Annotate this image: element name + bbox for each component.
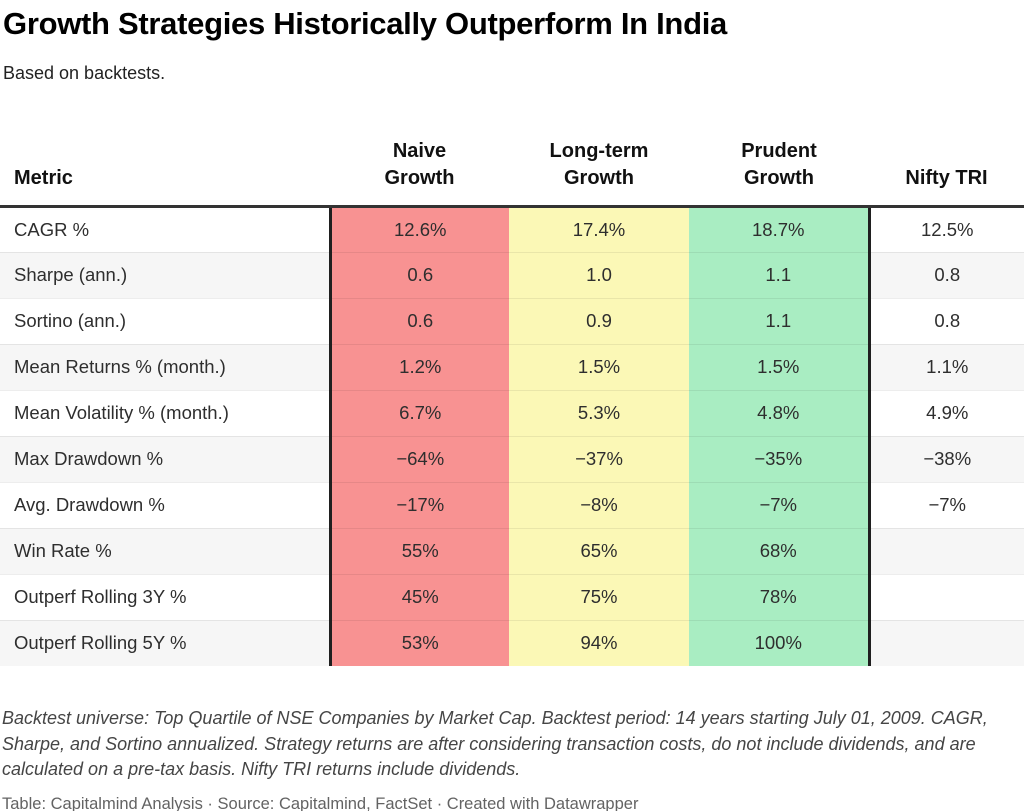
page-subtitle: Based on backtests. <box>3 62 166 83</box>
table-row: Max Drawdown % −64% −37% −35% −38% <box>0 435 1024 483</box>
naive-growth-cell: 0.6 <box>328 297 509 345</box>
prudent-growth-cell: −7% <box>689 481 869 529</box>
prudent-growth-cell: 78% <box>689 573 869 621</box>
metric-cell: Mean Returns % (month.) <box>0 343 330 391</box>
metric-cell: Sharpe (ann.) <box>0 251 330 299</box>
prudent-growth-cell: 1.5% <box>689 343 869 391</box>
column-header-long-term-growth: Long-term Growth <box>509 137 689 208</box>
naive-growth-cell: 53% <box>328 619 509 667</box>
table-body: CAGR % 12.6% 17.4% 18.7% 12.5% Sharpe (a… <box>0 206 1024 667</box>
naive-growth-cell: −17% <box>328 481 509 529</box>
long-term-growth-cell: 75% <box>509 573 689 621</box>
table-row: Mean Returns % (month.) 1.2% 1.5% 1.5% 1… <box>0 343 1024 391</box>
long-term-growth-cell: −37% <box>509 435 689 483</box>
column-header-label: Naive <box>392 139 447 162</box>
prudent-growth-cell: 68% <box>689 527 869 575</box>
long-term-growth-cell: 17.4% <box>509 206 689 253</box>
naive-growth-cell: 55% <box>328 527 509 575</box>
nifty-tri-cell: 4.9% <box>867 389 1024 437</box>
column-header-naive-growth: Naive Growth <box>330 137 509 208</box>
nifty-tri-cell: −7% <box>867 481 1024 529</box>
table-row: Win Rate % 55% 65% 68% <box>0 527 1024 575</box>
nifty-tri-cell: 0.8 <box>867 297 1024 345</box>
table-row: Mean Volatility % (month.) 6.7% 5.3% 4.8… <box>0 389 1024 437</box>
prudent-growth-cell: 1.1 <box>689 251 869 299</box>
column-header-label: Growth <box>744 166 814 189</box>
column-header-label: Growth <box>564 166 634 189</box>
data-table: Metric Naive Growth Long-term Growth Pru… <box>0 137 1024 667</box>
prudent-growth-cell: 100% <box>689 619 869 667</box>
prudent-growth-cell: 1.1 <box>689 297 869 345</box>
prudent-growth-cell: −35% <box>689 435 869 483</box>
column-header-label: Prudent <box>741 139 817 162</box>
naive-growth-cell: 45% <box>328 573 509 621</box>
naive-growth-cell: −64% <box>328 435 509 483</box>
long-term-growth-cell: 5.3% <box>509 389 689 437</box>
long-term-growth-cell: −8% <box>509 481 689 529</box>
prudent-growth-cell: 4.8% <box>689 389 869 437</box>
page-title: Growth Strategies Historically Outperfor… <box>3 6 727 41</box>
naive-growth-cell: 12.6% <box>328 206 509 253</box>
long-term-growth-cell: 65% <box>509 527 689 575</box>
table-row: Outperf Rolling 5Y % 53% 94% 100% <box>0 619 1024 667</box>
page: Growth Strategies Historically Outperfor… <box>0 6 1024 811</box>
nifty-tri-cell: 12.5% <box>867 206 1024 253</box>
nifty-tri-cell: 0.8 <box>867 251 1024 299</box>
column-header-label: Metric <box>14 166 73 189</box>
column-header-label: Nifty TRI <box>905 166 988 189</box>
naive-growth-cell: 1.2% <box>328 343 509 391</box>
metric-cell: Outperf Rolling 3Y % <box>0 573 330 621</box>
footnote: Backtest universe: Top Quartile of NSE C… <box>2 708 988 780</box>
nifty-tri-cell <box>867 527 1024 575</box>
header-row: Metric Naive Growth Long-term Growth Pru… <box>0 137 1024 208</box>
column-header-prudent-growth: Prudent Growth <box>689 137 869 208</box>
metric-cell: Win Rate % <box>0 527 330 575</box>
naive-growth-cell: 6.7% <box>328 389 509 437</box>
metric-cell: Sortino (ann.) <box>0 297 330 345</box>
column-header-metric: Metric <box>0 137 330 208</box>
table-row: Sharpe (ann.) 0.6 1.0 1.1 0.8 <box>0 251 1024 299</box>
table-row: Avg. Drawdown % −17% −8% −7% −7% <box>0 481 1024 529</box>
nifty-tri-cell <box>867 619 1024 667</box>
table-row: Sortino (ann.) 0.6 0.9 1.1 0.8 <box>0 297 1024 345</box>
column-header-label: Growth <box>384 166 455 189</box>
table-header: Metric Naive Growth Long-term Growth Pru… <box>0 137 1024 208</box>
column-header-label: Long-term <box>549 139 649 162</box>
long-term-growth-cell: 1.5% <box>509 343 689 391</box>
long-term-growth-cell: 1.0 <box>509 251 689 299</box>
nifty-tri-cell: 1.1% <box>867 343 1024 391</box>
long-term-growth-cell: 0.9 <box>509 297 689 345</box>
nifty-tri-cell: −38% <box>867 435 1024 483</box>
metric-cell: Avg. Drawdown % <box>0 481 330 529</box>
metric-cell: CAGR % <box>14 218 90 240</box>
metric-cell: Mean Volatility % (month.) <box>0 389 330 437</box>
table-row: Outperf Rolling 3Y % 45% 75% 78% <box>0 573 1024 621</box>
nifty-tri-cell <box>867 573 1024 621</box>
column-header-nifty-tri: Nifty TRI <box>869 137 1024 208</box>
prudent-growth-cell: 18.7% <box>689 206 869 253</box>
metric-cell: Outperf Rolling 5Y % <box>0 619 330 667</box>
long-term-growth-cell: 94% <box>509 619 689 667</box>
naive-growth-cell: 0.6 <box>328 251 509 299</box>
credit-line: Table: Capitalmind Analysis · Source: Ca… <box>2 794 639 811</box>
metric-cell: Max Drawdown % <box>0 435 330 483</box>
table-row: CAGR % 12.6% 17.4% 18.7% 12.5% <box>0 206 1024 253</box>
